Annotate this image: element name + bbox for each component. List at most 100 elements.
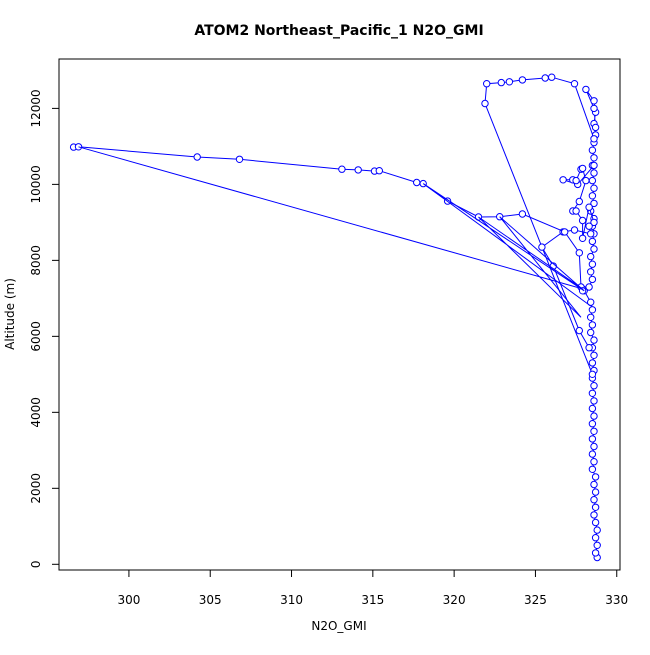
data-point — [590, 458, 598, 466]
y-tick-label: 0 — [29, 560, 43, 568]
data-point — [590, 397, 598, 405]
data-point — [591, 549, 600, 557]
data-point — [505, 78, 514, 86]
data-point — [570, 226, 579, 234]
data-point — [585, 222, 593, 230]
data-point — [588, 465, 597, 473]
data-point — [587, 252, 595, 261]
y-tick-label: 12000 — [29, 89, 43, 127]
data-point — [591, 473, 600, 481]
data-point — [588, 260, 597, 268]
y-axis-label: Altitude (m) — [3, 278, 17, 350]
data-point — [518, 210, 527, 218]
data-point — [588, 192, 597, 200]
data-point — [588, 359, 597, 367]
data-point — [590, 199, 598, 208]
chart-title: ATOM2 Northeast_Pacific_1 N2O_GMI — [194, 23, 483, 39]
data-point — [593, 541, 601, 549]
data-series-layer — [69, 73, 601, 562]
y-tick-label: 4000 — [29, 397, 43, 428]
data-point — [585, 203, 593, 211]
data-point — [538, 243, 546, 251]
data-point — [587, 268, 595, 276]
x-tick-label: 305 — [199, 593, 222, 607]
data-point — [591, 534, 600, 542]
data-point — [590, 218, 598, 227]
data-point — [588, 321, 597, 329]
x-tick-label: 315 — [361, 593, 384, 607]
data-point — [590, 442, 598, 451]
data-point — [541, 74, 549, 82]
data-point — [497, 78, 505, 87]
data-point — [375, 167, 383, 175]
data-point — [590, 154, 598, 162]
data-point — [590, 351, 598, 359]
data-point — [590, 169, 598, 177]
data-point — [413, 178, 421, 187]
data-point — [588, 370, 597, 378]
data-point — [518, 76, 527, 84]
data-point — [585, 344, 593, 352]
data-point — [588, 420, 597, 428]
data-point — [354, 166, 362, 174]
data-point — [590, 480, 598, 489]
data-point — [582, 85, 590, 94]
data-point — [575, 326, 583, 335]
data-point — [582, 176, 590, 185]
data-point — [578, 164, 587, 173]
data-point — [587, 328, 595, 337]
data-point — [590, 427, 598, 435]
data-point — [572, 176, 580, 185]
data-point — [587, 313, 595, 321]
y-tick-label: 10000 — [29, 165, 43, 203]
data-point — [588, 237, 597, 246]
data-point — [590, 97, 598, 105]
data-point — [590, 184, 598, 192]
data-point — [590, 161, 598, 170]
data-point — [588, 435, 597, 443]
data-point — [561, 228, 569, 236]
data-point — [338, 165, 346, 173]
data-point — [591, 518, 600, 527]
data-point — [588, 176, 597, 185]
data-point — [591, 503, 600, 511]
y-tick-label: 6000 — [29, 321, 43, 352]
data-point — [588, 404, 597, 413]
data-point — [572, 207, 580, 215]
y-tick-label: 2000 — [29, 473, 43, 504]
series-line — [78, 146, 591, 318]
data-point — [590, 496, 598, 504]
y-axis: 0 2000 4000 6000 8000 10000 12000 — [29, 89, 60, 568]
x-axis: 300 305 310 315 320 325 330 — [117, 569, 628, 607]
data-point — [578, 234, 587, 243]
data-point — [590, 511, 598, 519]
data-point — [590, 135, 598, 143]
data-point — [578, 216, 587, 225]
data-point — [587, 230, 595, 238]
data-point — [591, 123, 600, 132]
data-point — [590, 245, 598, 253]
data-point — [588, 450, 597, 458]
data-point — [585, 283, 593, 291]
data-point — [590, 336, 598, 344]
data-point — [588, 275, 597, 284]
data-point — [593, 526, 601, 534]
data-point — [590, 104, 598, 113]
data-point — [575, 197, 583, 206]
x-axis-label: N2O_GMI — [311, 619, 366, 633]
data-point — [588, 146, 597, 154]
data-point — [590, 382, 598, 390]
data-point — [575, 249, 583, 257]
x-tick-label: 325 — [524, 593, 547, 607]
data-point — [570, 80, 579, 88]
data-point — [193, 153, 201, 161]
x-tick-label: 310 — [280, 593, 303, 607]
y-tick-label: 8000 — [29, 245, 43, 276]
data-point — [548, 73, 556, 81]
x-tick-label: 330 — [605, 593, 628, 607]
x-tick-label: 320 — [443, 593, 466, 607]
data-point — [559, 176, 567, 184]
